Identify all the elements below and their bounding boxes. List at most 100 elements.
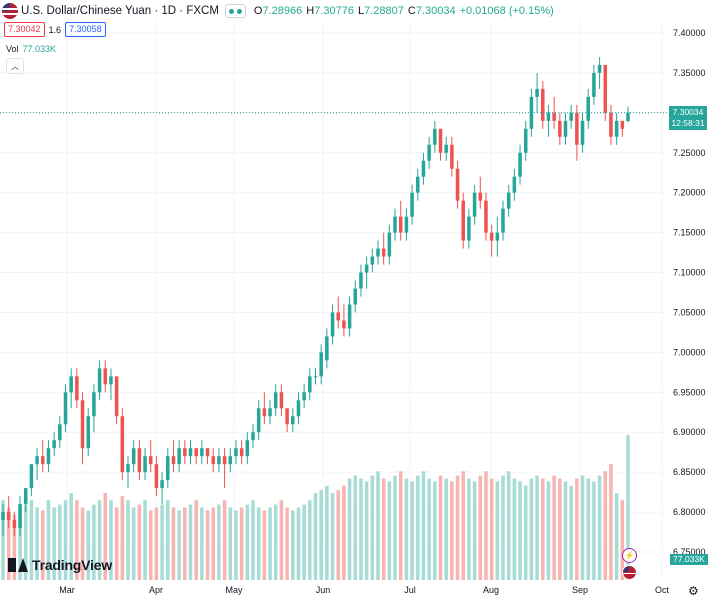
volume-bar: [131, 507, 136, 580]
price-tick-label: 7.15000: [673, 228, 706, 238]
volume-bar: [376, 471, 380, 580]
candle-body: [12, 520, 17, 529]
candle-body: [1, 512, 5, 521]
us-flag-event-icon[interactable]: [622, 565, 637, 580]
last-price-tag: 7.30034 12:58:31: [669, 106, 707, 130]
candle-body: [97, 368, 102, 393]
volume-bar: [279, 500, 284, 580]
settings-icon[interactable]: ⚙: [688, 584, 699, 598]
candle-body: [262, 408, 267, 417]
price-tick-label: 7.25000: [673, 148, 706, 158]
candle-body: [472, 192, 477, 217]
price-tick-label: 6.85000: [673, 467, 706, 477]
volume-bar: [558, 478, 562, 580]
candle-body: [319, 352, 323, 377]
volume-bar: [143, 500, 147, 580]
volume-bar: [12, 514, 17, 580]
volume-bar: [35, 507, 39, 580]
candle-body: [512, 176, 517, 193]
candle-body: [364, 264, 369, 273]
spread-value: 1.6: [48, 24, 62, 35]
candle-body: [359, 272, 363, 289]
candle-body: [166, 456, 170, 481]
volume-bar: [416, 475, 420, 580]
symbol-title[interactable]: U.S. Dollar/Chinese Yuan · 1D · FXCM: [21, 5, 219, 17]
volume-bar: [563, 481, 568, 580]
buy-price-button[interactable]: 7.30058: [65, 22, 106, 37]
candle-body: [308, 376, 312, 393]
price-tick-label: 6.95000: [673, 387, 706, 397]
candle-body: [194, 448, 198, 457]
volume-bar: [239, 507, 244, 580]
volume-bar: [529, 478, 534, 580]
candle-body: [137, 448, 142, 473]
price-tick-label: 7.20000: [673, 188, 706, 198]
candle-body: [222, 456, 227, 465]
volume-bar: [620, 500, 625, 580]
volume-bar: [433, 481, 437, 580]
collapse-icon[interactable]: ︿: [6, 58, 24, 74]
volume-bar: [291, 510, 295, 580]
volume-bar: [467, 478, 471, 580]
time-axis[interactable]: Mar Apr May Jun Jul Aug Sep Oct: [59, 585, 669, 595]
volume-bar: [569, 485, 573, 580]
volume-bar: [69, 493, 73, 580]
volume-bar: [245, 504, 250, 580]
volume-bar: [518, 481, 522, 580]
candle-body: [325, 336, 329, 361]
candle-body: [313, 376, 318, 378]
volume-bar: [427, 478, 431, 580]
candle-body: [302, 392, 306, 401]
change-value: +0.01068 (+0.15%): [459, 5, 554, 17]
time-tick-label: Aug: [483, 585, 499, 595]
candle-body: [535, 88, 539, 97]
candle-body: [347, 304, 352, 329]
candle-body: [291, 416, 295, 425]
candle-body: [376, 248, 380, 257]
market-status-indicator[interactable]: [224, 4, 246, 18]
volume-legend[interactable]: Vol 77.033K: [6, 44, 56, 54]
close-label: C: [407, 5, 416, 17]
volume-bar: [97, 500, 102, 580]
volume-bar: [478, 475, 483, 580]
time-tick-label: Jul: [404, 585, 416, 595]
candle-body: [450, 144, 454, 169]
volume-bar: [200, 507, 204, 580]
tradingview-logo[interactable]: TradingView: [8, 557, 112, 573]
candle-body: [410, 192, 414, 217]
sell-price-button[interactable]: 7.30042: [4, 22, 45, 37]
candle-body: [126, 464, 130, 473]
volume-bar: [523, 485, 528, 580]
volume-bar: [325, 485, 329, 580]
price-axis[interactable]: 7.400007.350007.300007.250007.200007.150…: [673, 28, 706, 557]
volume-bar: [461, 471, 465, 580]
high-label: H: [306, 5, 315, 17]
candle-body: [239, 448, 244, 457]
volume-bar: [506, 471, 511, 580]
candle-body: [501, 208, 505, 233]
volume-bar: [92, 504, 96, 580]
volume-bar: [41, 510, 45, 580]
volume-bar: [18, 507, 22, 580]
candle-body: [506, 192, 511, 209]
candle-body: [296, 400, 301, 417]
candle-body: [342, 320, 346, 329]
volume-bar: [296, 507, 301, 580]
candle-body: [523, 128, 528, 153]
volume-bar: [114, 507, 119, 580]
volume-bar: [450, 481, 454, 580]
volume-price-tag: 77.033K: [670, 554, 708, 565]
candle-body: [217, 456, 221, 465]
volume-bars: [1, 435, 630, 580]
volume-bar: [342, 485, 346, 580]
candle-body: [387, 232, 392, 257]
candle-body: [370, 256, 375, 265]
candle-body: [23, 488, 28, 505]
volume-bar: [222, 500, 227, 580]
volume-bar: [495, 481, 500, 580]
candle-body: [154, 464, 159, 489]
lightning-event-icon[interactable]: ⚡: [622, 548, 637, 563]
volume-bar: [120, 495, 125, 580]
candle-body: [69, 376, 73, 393]
